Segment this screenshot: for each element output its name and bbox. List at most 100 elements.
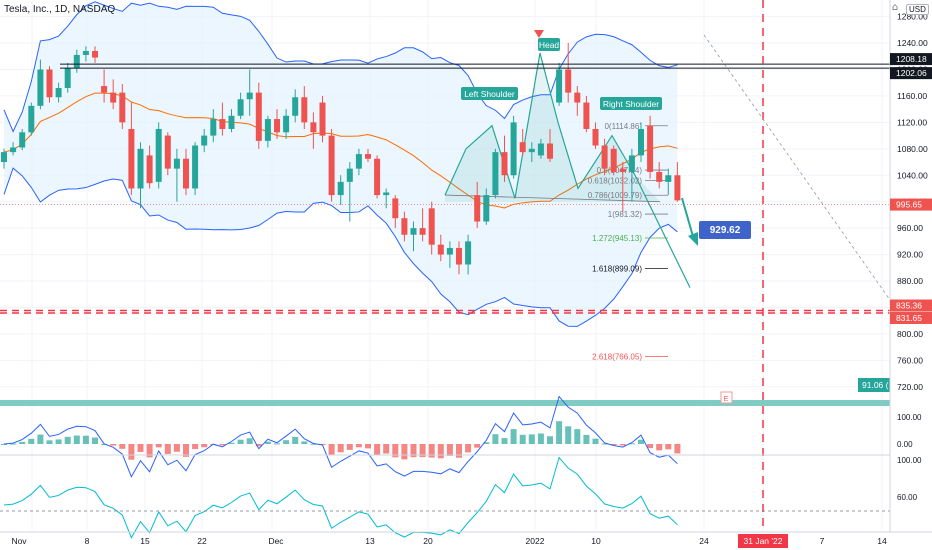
rsi-line [3, 456, 678, 539]
bollinger-lower-line [3, 167, 678, 327]
candle-body [1, 152, 7, 163]
rsi-axis-label: 60.00 [897, 493, 918, 502]
candle-body [419, 228, 426, 235]
macd-bar [365, 444, 371, 449]
symbol-title: Tesla, Inc., 1D, NASDAQ [4, 4, 116, 15]
price-label-bg [890, 67, 932, 80]
candle-body [528, 148, 535, 153]
macd-bar [183, 444, 189, 457]
candle-body [274, 119, 280, 133]
candle-body [173, 158, 180, 169]
candle-body [456, 247, 462, 265]
head-label: Head [539, 40, 560, 50]
candle-body [592, 128, 599, 146]
event-flag-icon [720, 391, 733, 404]
macd-bar [610, 444, 617, 445]
candle-body [619, 168, 626, 172]
candle-body [10, 147, 17, 153]
candle-body [55, 88, 62, 98]
candle-body [128, 128, 135, 189]
macd-bar [301, 441, 308, 444]
macd-bar [392, 444, 399, 458]
candle-body [210, 119, 217, 136]
candle-body [82, 50, 89, 55]
time-tick-label: 24 [699, 536, 709, 546]
macd-bar [119, 444, 126, 449]
candle-body [64, 68, 71, 88]
macd-bar [355, 444, 362, 448]
price-tick-label: 1160.00 [897, 91, 927, 101]
macd-bar [164, 444, 171, 454]
candle-body [401, 218, 408, 235]
target-badge-bg [699, 221, 751, 239]
date-highlight-bg [738, 534, 788, 548]
bollinger-upper-line [3, 1, 678, 133]
candle-body [237, 99, 244, 116]
time-tick-label: 14 [877, 536, 887, 546]
candle-body [219, 119, 226, 129]
macd-axis-label: 100.00 [897, 456, 922, 465]
macd-bar [601, 443, 608, 445]
macd-bar [92, 437, 98, 444]
candle-body [110, 92, 117, 103]
macd-bar [55, 439, 62, 444]
pattern-annotations: Head Left Shoulder Right Shoulder 929.62 [461, 30, 751, 246]
macd-bar [510, 429, 517, 444]
macd-bar [310, 443, 317, 445]
macd-bar [274, 443, 280, 445]
macd-bar [146, 444, 153, 458]
pattern-outline [444, 52, 691, 288]
macd-bar [173, 444, 180, 452]
lock-icon[interactable]: ⌂ [891, 2, 899, 13]
macd-bar [592, 438, 599, 444]
time-tick-label: Dec [268, 536, 284, 546]
candle-body [146, 155, 153, 184]
macd-bar [73, 435, 80, 444]
price-tick-label: 960.00 [897, 223, 923, 233]
time-tick-label: Nov [11, 536, 27, 546]
macd-bar [528, 434, 535, 444]
candle-body [228, 115, 235, 129]
price-tick-label: 920.00 [897, 250, 923, 260]
macd-bar [101, 443, 108, 445]
date-highlight-label: 31 Jan '22 [744, 536, 783, 546]
macd-bar [647, 444, 654, 449]
candle-body [37, 69, 44, 106]
macd-bar [556, 421, 563, 444]
macd-bar [446, 444, 453, 456]
currency-badge[interactable]: USD [906, 4, 929, 15]
candle-body [292, 97, 299, 116]
candle-body [610, 148, 617, 172]
macd-bar [328, 444, 335, 456]
bollinger-bands [3, 1, 678, 327]
candle-body [337, 181, 344, 196]
macd-bar [619, 444, 626, 446]
candle-body [656, 171, 663, 182]
macd-bar [638, 439, 644, 444]
candle-body [638, 128, 644, 156]
candle-body [519, 142, 526, 153]
candle-body [501, 152, 508, 176]
candle-body [601, 145, 608, 169]
macd-bar [465, 444, 472, 453]
candle-body [310, 122, 317, 133]
macd-bar [474, 444, 481, 448]
time-tick-label: 10 [591, 536, 601, 546]
event-flag-label: E [724, 396, 729, 403]
target-price-label: 929.62 [710, 225, 741, 236]
macd-bar [574, 429, 581, 444]
macd-bar [246, 438, 253, 444]
candle-body [665, 175, 672, 182]
macd-bar [192, 444, 199, 450]
candle-body [428, 208, 435, 245]
macd-bar [64, 436, 71, 444]
candle-body [365, 154, 371, 159]
macd-bar [110, 444, 117, 446]
time-tick-label: 13 [365, 536, 375, 546]
fibonacci-levels: 0(1114.86) 0.5(1047.84) 0.618(1032.02) 0.78… [588, 122, 668, 361]
macd-axis-label: 0.00 [897, 440, 913, 449]
fib-label: 2.618(766.05) [592, 352, 642, 361]
candle-body [119, 92, 126, 123]
candle-body [474, 195, 481, 222]
